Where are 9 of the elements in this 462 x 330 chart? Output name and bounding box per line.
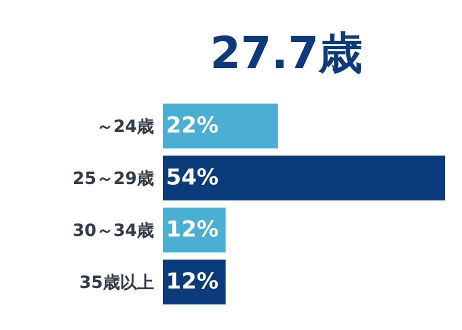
y-tick-label: 35歳以上 (79, 272, 154, 293)
data-label: 12% (166, 218, 219, 242)
y-tick-label: 30～34歳 (72, 220, 154, 241)
data-label: 22% (166, 114, 219, 138)
y-tick-label: 25～29歳 (72, 168, 154, 189)
y-tick-label: ～24歳 (96, 116, 154, 137)
data-label: 54% (166, 166, 219, 190)
chart-title: 27.7歳 (210, 28, 363, 80)
data-label: 12% (166, 270, 219, 294)
